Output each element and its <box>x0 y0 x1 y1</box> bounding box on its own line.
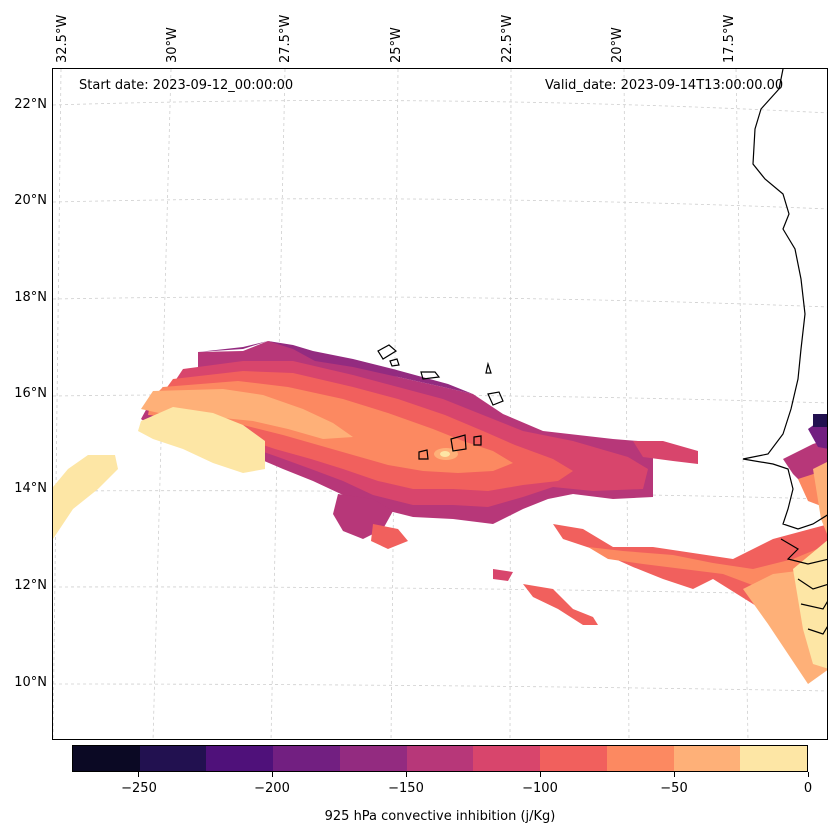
colorbar-segment <box>273 746 340 771</box>
colorbar-segment <box>673 746 741 771</box>
colorbar-segment <box>740 746 808 771</box>
start-date-text: Start date: 2023-09-12_00:00:00 <box>79 78 294 93</box>
lat-label-10n: 10°N <box>14 675 47 690</box>
colorbar-tick-label: −250 <box>121 781 157 796</box>
lon-label-22-5w: 22.5°W <box>500 14 515 63</box>
lat-label-18n: 18°N <box>14 290 47 305</box>
map-frame <box>52 68 828 740</box>
colorbar-tick <box>539 772 541 777</box>
colorbar-segment <box>139 746 207 771</box>
lon-label-32-5w: 32.5°W <box>55 14 70 63</box>
colorbar-tick-label: −200 <box>254 781 290 796</box>
coastline-icon <box>377 69 827 635</box>
colorbar-segment <box>206 746 274 771</box>
colorbar <box>72 745 808 772</box>
colorbar-tick <box>138 772 140 777</box>
cin-contour-field <box>53 341 827 684</box>
colorbar-tick <box>406 772 408 777</box>
lat-label-22n: 22°N <box>14 97 47 112</box>
lat-label-20n: 20°N <box>14 193 47 208</box>
colorbar-title: 925 hPa convective inhibition (j/Kg) <box>324 809 556 824</box>
colorbar-tick-label: −150 <box>388 781 424 796</box>
colorbar-tick <box>673 772 675 777</box>
lat-label-12n: 12°N <box>14 578 47 593</box>
colorbar-tick-label: −100 <box>522 781 558 796</box>
colorbar-segment <box>339 746 407 771</box>
colorbar-segment <box>473 746 541 771</box>
lon-label-17-5w: 17.5°W <box>722 14 737 63</box>
lon-label-20w: 20°W <box>610 27 625 63</box>
lat-label-16n: 16°N <box>14 386 47 401</box>
valid-date-text: Valid_date: 2023-09-14T13:00:00.00 <box>545 78 784 93</box>
colorbar-segment <box>540 746 607 771</box>
colorbar-segment <box>606 746 674 771</box>
lon-label-25w: 25°W <box>389 27 404 63</box>
colorbar-tick-label: 0 <box>803 781 813 796</box>
colorbar-tick-label: −50 <box>660 781 688 796</box>
map-plot <box>53 69 827 739</box>
colorbar-segment <box>406 746 474 771</box>
lon-label-27-5w: 27.5°W <box>278 14 293 63</box>
colorbar-tick <box>272 772 274 777</box>
colorbar-segment <box>73 746 140 771</box>
colorbar-tick <box>807 772 809 777</box>
lat-label-14n: 14°N <box>14 481 47 496</box>
lon-label-30w: 30°W <box>165 27 180 63</box>
